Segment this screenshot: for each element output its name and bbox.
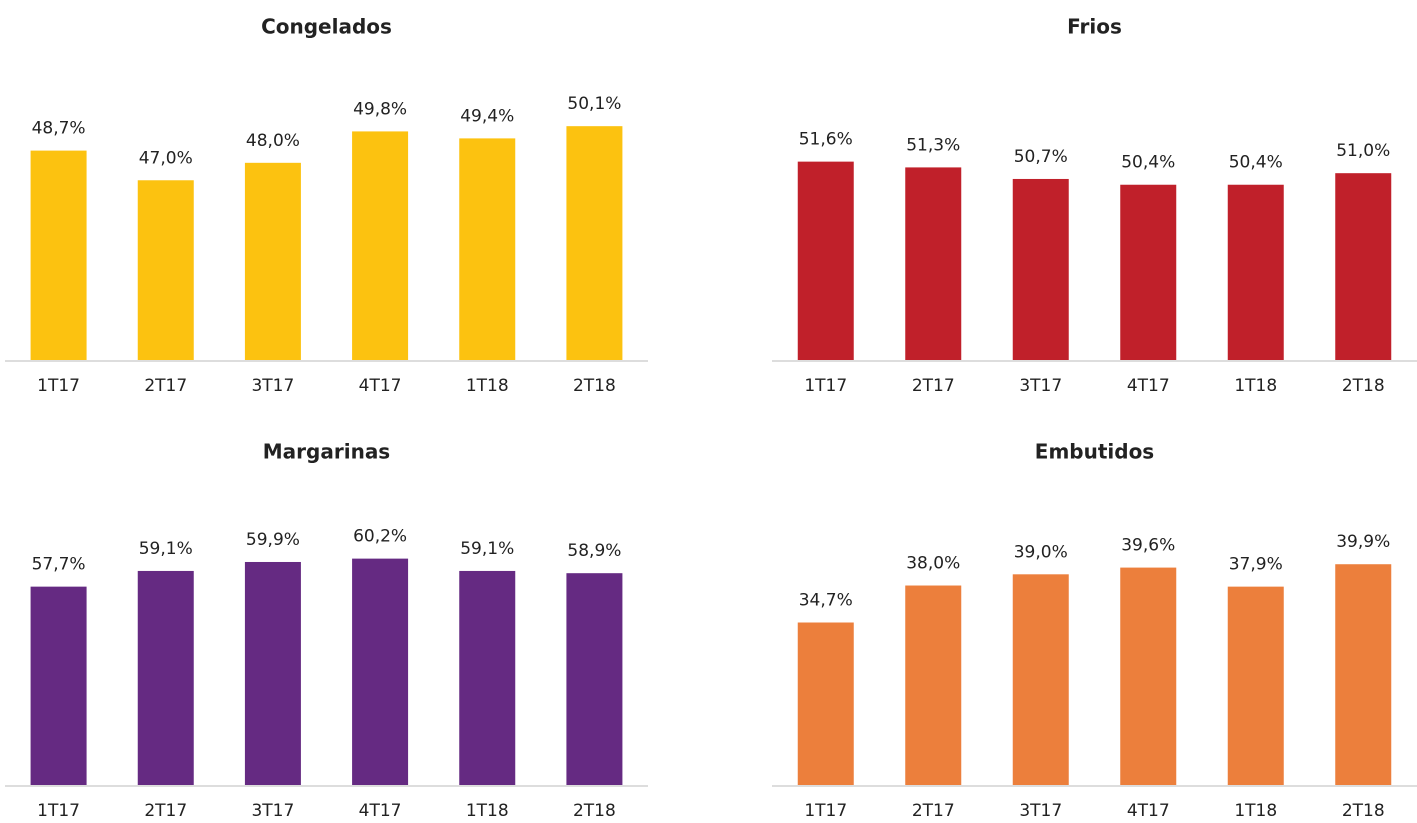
value-label: 49,4% — [460, 106, 514, 126]
bar — [1120, 567, 1177, 785]
value-label: 48,0% — [246, 131, 300, 151]
value-label: 50,4% — [1229, 153, 1283, 173]
bar — [352, 131, 409, 360]
chart-title: Margarinas — [263, 440, 390, 464]
x-tick-label: 4T17 — [359, 376, 402, 396]
bar — [244, 162, 301, 360]
bar — [1120, 184, 1177, 360]
bar — [566, 126, 623, 360]
x-tick-label: 3T17 — [1019, 801, 1062, 821]
value-label: 34,7% — [799, 591, 853, 611]
value-label: 59,1% — [139, 539, 193, 559]
bar — [1012, 178, 1069, 360]
value-label: 39,6% — [1121, 536, 1175, 556]
value-label: 51,0% — [1336, 141, 1390, 161]
value-label: 50,4% — [1121, 153, 1175, 173]
bar — [1335, 173, 1392, 360]
bar — [1335, 564, 1392, 785]
value-label: 49,8% — [353, 99, 407, 119]
x-tick-label: 1T17 — [804, 801, 847, 821]
value-label: 38,0% — [906, 554, 960, 574]
x-tick-label: 4T17 — [359, 801, 402, 821]
chart-title: Embutidos — [1035, 440, 1154, 464]
chart-title: Congelados — [261, 15, 392, 39]
bar — [566, 573, 623, 785]
bar — [30, 150, 87, 360]
value-label: 57,7% — [32, 555, 86, 575]
x-tick-label: 3T17 — [1019, 376, 1062, 396]
x-tick-label: 2T17 — [912, 376, 955, 396]
x-tick-label: 1T17 — [37, 376, 80, 396]
x-tick-label: 1T17 — [804, 376, 847, 396]
value-label: 50,1% — [567, 94, 621, 114]
x-tick-label: 3T17 — [251, 801, 294, 821]
value-label: 48,7% — [32, 119, 86, 139]
bar — [905, 167, 962, 360]
x-tick-label: 2T17 — [144, 801, 187, 821]
x-tick-label: 1T18 — [466, 801, 509, 821]
value-label: 47,0% — [139, 148, 193, 168]
value-label: 50,7% — [1014, 147, 1068, 167]
x-tick-label: 2T18 — [1342, 376, 1385, 396]
x-tick-label: 2T18 — [573, 376, 616, 396]
chart-title: Frios — [1067, 15, 1122, 39]
bar — [797, 161, 854, 360]
bar — [1227, 586, 1284, 785]
bar — [1012, 574, 1069, 785]
x-tick-label: 1T18 — [1234, 801, 1277, 821]
x-tick-label: 1T18 — [466, 376, 509, 396]
x-tick-label: 4T17 — [1127, 376, 1170, 396]
value-label: 37,9% — [1229, 555, 1283, 575]
x-tick-label: 2T18 — [573, 801, 616, 821]
value-label: 59,1% — [460, 539, 514, 559]
bar — [244, 561, 301, 785]
value-label: 39,0% — [1014, 542, 1068, 562]
value-label: 39,9% — [1336, 532, 1390, 552]
x-tick-label: 3T17 — [251, 376, 294, 396]
value-label: 60,2% — [353, 527, 407, 547]
bar — [459, 138, 516, 360]
x-tick-label: 1T17 — [37, 801, 80, 821]
value-label: 58,9% — [567, 541, 621, 561]
bar — [30, 586, 87, 785]
bar — [137, 570, 194, 785]
bar — [352, 558, 409, 785]
x-tick-label: 4T17 — [1127, 801, 1170, 821]
value-label: 51,3% — [906, 135, 960, 155]
x-tick-label: 2T17 — [912, 801, 955, 821]
value-label: 51,6% — [799, 130, 853, 150]
value-label: 59,9% — [246, 530, 300, 550]
bar — [459, 570, 516, 785]
x-tick-label: 2T18 — [1342, 801, 1385, 821]
x-tick-label: 2T17 — [144, 376, 187, 396]
x-tick-label: 1T18 — [1234, 376, 1277, 396]
bar — [1227, 184, 1284, 360]
bar — [137, 180, 194, 360]
bar — [905, 585, 962, 785]
bar — [797, 622, 854, 785]
